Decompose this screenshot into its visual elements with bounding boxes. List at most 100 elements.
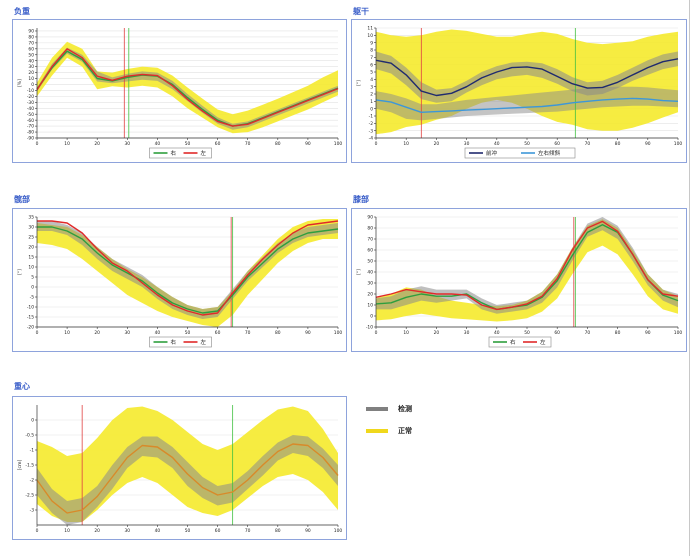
c4-legend-box (488, 336, 552, 348)
c1-y-tick-label-6: -30 (27, 100, 34, 106)
c4-x-tick-label-1: 10 (403, 330, 409, 336)
c2-measured-band-2 (376, 86, 678, 121)
c2-y-tick-label-13: 9 (370, 40, 373, 46)
chart-panel-cog: -3 -2.5 -2 -1.5 -1 -0.5 0 0 10 20 30 40 50 60 70 80 90 10… (12, 396, 347, 540)
chart-panel-hip: -20 -15 -10 -5 0 5 10 15 20 25 30 35 0 10 20 30 40 50 60 70… (12, 208, 347, 352)
c5-x-tick-label-1: 10 (64, 528, 70, 534)
c3-y-tick-label-9: 25 (28, 235, 34, 241)
c2-y-tick-label-6: 2 (370, 92, 373, 98)
c4-y-tick-label-4: 30 (367, 281, 373, 287)
c1-y-tick-label-16: 70 (28, 40, 34, 46)
c3-y-tick-label-11: 35 (28, 215, 34, 221)
c4-x-tick-label-7: 70 (585, 330, 591, 336)
c3-measured-band (37, 221, 338, 319)
c1-x-tick-label-3: 30 (125, 141, 131, 147)
c2-y-tick-label-4: 0 (370, 106, 373, 112)
legend-item-normal: 正常 (366, 420, 412, 442)
c3-x-tick-label-3: 30 (125, 330, 131, 336)
c1-y-tick-label-8: -10 (27, 88, 34, 94)
legend-swatch-measured (366, 407, 388, 411)
c1-legend-label-0: 右 (171, 149, 177, 157)
c3-legend-box (149, 336, 212, 348)
c4-x-tick-label-0: 0 (375, 330, 378, 336)
chart-title-hip: 髋部 (14, 195, 30, 204)
c1-normal-band (37, 41, 338, 134)
chart-svg-cog: -3 -2.5 -2 -1.5 -1 -0.5 0 0 10 20 30 40 50 60 70 80 90 10… (17, 405, 342, 534)
c1-y-tick-label-12: 30 (28, 64, 34, 70)
c3-legend-label-0: 右 (171, 338, 177, 346)
c2-x-tick-label-9: 90 (645, 141, 651, 147)
c2-y-tick-label-3: -1 (369, 114, 374, 120)
c2-y-tick-label-7: 3 (370, 84, 373, 90)
c1-y-tick-label-13: 40 (28, 58, 34, 64)
c5-y-axis-label: [cm] (17, 460, 23, 471)
c2-x-tick-label-7: 70 (585, 141, 591, 147)
legend-label-measured: 检测 (398, 405, 412, 413)
legend-swatch-normal (366, 429, 388, 433)
c4-series-line-1 (375, 220, 679, 311)
c1-x-tick-label-1: 10 (64, 141, 70, 147)
c5-y-tick-label-3: -1.5 (25, 463, 34, 469)
c5-x-tick-label-4: 40 (155, 528, 161, 534)
c1-y-tick-label-4: -50 (27, 112, 34, 118)
c5-x-tick-label-9: 90 (305, 528, 311, 534)
c1-y-tick-label-7: -20 (27, 94, 34, 100)
chart-title-knee: 膝部 (353, 195, 369, 204)
c5-x-tick-label-6: 60 (215, 528, 221, 534)
c5-y-tick-label-1: -2.5 (25, 493, 34, 499)
c2-x-tick-label-6: 60 (554, 141, 560, 147)
c5-series-line-0 (36, 443, 339, 514)
c4-legend-label-1: 左 (540, 338, 546, 346)
c2-x-tick-label-4: 40 (494, 141, 500, 147)
c1-y-tick-label-3: -60 (27, 118, 34, 124)
c2-y-tick-label-11: 7 (370, 55, 373, 61)
c2-series-line-1 (375, 97, 679, 113)
c4-y-tick-label-10: 90 (367, 215, 373, 221)
c2-y-tick-label-8: 4 (370, 77, 373, 83)
c3-x-tick-label-5: 50 (185, 330, 191, 336)
c1-x-tick-label-0: 0 (36, 141, 39, 147)
c3-x-tick-label-4: 40 (155, 330, 161, 336)
c2-x-tick-label-5: 50 (524, 141, 530, 147)
chart-title-trunk: 躯干 (353, 7, 369, 16)
c2-y-tick-label-5: 1 (370, 99, 373, 105)
c2-x-tick-label-8: 80 (615, 141, 621, 147)
chart-title-load: 负重 (14, 7, 30, 16)
c3-x-tick-label-9: 90 (305, 330, 311, 336)
c1-x-tick-label-2: 20 (94, 141, 100, 147)
c1-y-tick-label-5: -40 (27, 106, 34, 112)
c1-x-tick-label-6: 60 (215, 141, 221, 147)
c1-y-tick-label-9: 0 (31, 82, 34, 88)
chart-panel-load: -90 -80 -70 -60 -50 -40 -30 -20 -10 0 10 20 30 40 50 60… (12, 19, 347, 163)
page-edge-line (689, 0, 690, 556)
c1-x-tick-label-8: 80 (275, 141, 281, 147)
legend-label-normal: 正常 (398, 427, 412, 435)
c2-y-axis-label: [°] (356, 80, 362, 86)
main-legend: 检测 正常 (366, 398, 412, 442)
c1-x-tick-label-4: 40 (155, 141, 161, 147)
c4-y-tick-label-5: 40 (367, 270, 373, 276)
c2-x-tick-label-0: 0 (375, 141, 378, 147)
c4-x-tick-label-5: 50 (524, 330, 530, 336)
c2-x-tick-label-10: 100 (674, 141, 683, 147)
c3-y-tick-label-4: 0 (31, 285, 34, 291)
c5-x-tick-label-5: 50 (185, 528, 191, 534)
c1-x-tick-label-7: 70 (245, 141, 251, 147)
c3-x-tick-label-8: 80 (275, 330, 281, 336)
c3-y-tick-label-10: 30 (28, 225, 34, 231)
c4-x-tick-label-4: 40 (494, 330, 500, 336)
c4-y-tick-label-7: 60 (367, 248, 373, 254)
c1-x-tick-label-5: 50 (185, 141, 191, 147)
c1-y-tick-label-0: -90 (27, 136, 34, 142)
c2-x-tick-label-1: 10 (403, 141, 409, 147)
c4-x-tick-label-9: 90 (645, 330, 651, 336)
c2-x-tick-label-2: 20 (434, 141, 440, 147)
c3-x-tick-label-7: 70 (245, 330, 251, 336)
c4-x-tick-label-2: 20 (434, 330, 440, 336)
c1-y-tick-label-18: 90 (28, 29, 34, 35)
c4-y-tick-label-9: 80 (367, 226, 373, 232)
c4-y-tick-label-6: 50 (367, 259, 373, 265)
chart-panel-knee: -10 0 10 20 30 40 50 60 70 80 90 0 10 20 30 40 50 60 70 80 9… (351, 208, 687, 352)
c2-y-tick-label-9: 5 (370, 70, 373, 76)
